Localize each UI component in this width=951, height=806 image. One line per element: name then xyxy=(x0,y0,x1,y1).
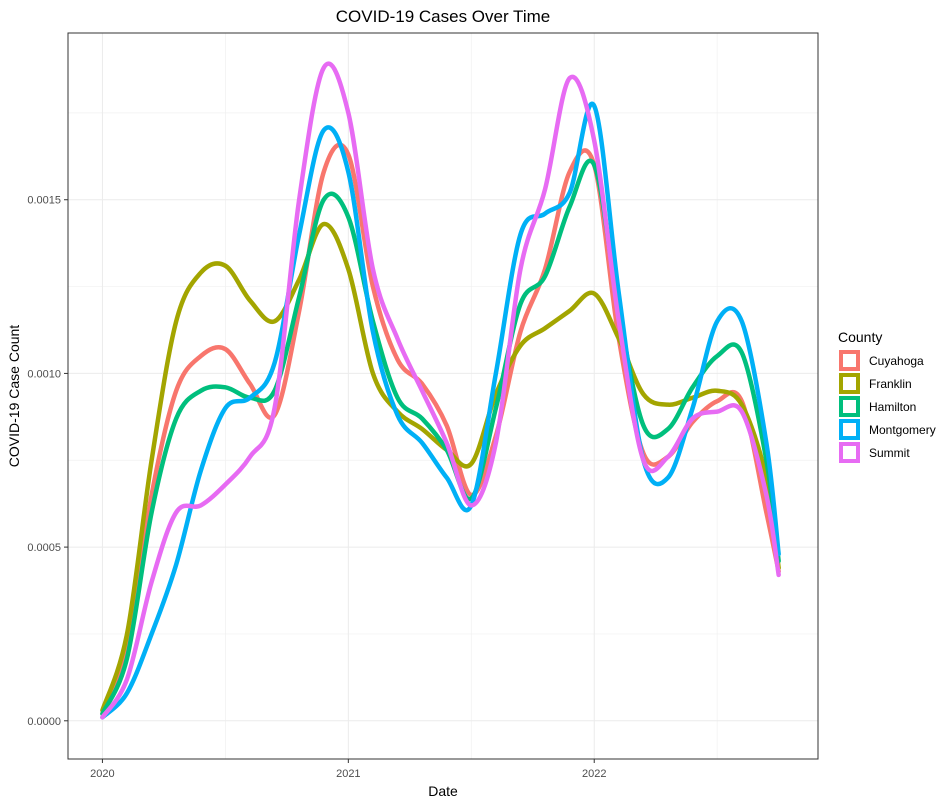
series-line-franklin xyxy=(100,221,781,713)
x-tick-label: 2021 xyxy=(336,768,360,780)
legend-label-montgomery: Montgomery xyxy=(869,423,936,437)
x-axis: 2020 2021 2022 xyxy=(90,759,606,780)
legend-item-hamilton: Hamilton xyxy=(839,396,916,417)
legend-title: County xyxy=(838,329,882,345)
y-tick-label: 0.0005 xyxy=(27,542,61,554)
legend-label-franklin: Franklin xyxy=(869,377,912,391)
y-tick-label: 0.0015 xyxy=(27,195,61,207)
y-axis-title: COVID-19 Case Count xyxy=(6,325,22,468)
legend-key-summit xyxy=(839,442,860,463)
x-axis-title: Date xyxy=(428,783,458,799)
legend-key-montgomery xyxy=(839,419,860,440)
x-tick-label: 2022 xyxy=(582,768,606,780)
legend-label-hamilton: Hamilton xyxy=(869,400,916,414)
legend-item-montgomery: Montgomery xyxy=(839,419,936,440)
legend-item-summit: Summit xyxy=(839,442,910,463)
series-line-summit xyxy=(100,61,781,720)
plot-border xyxy=(67,32,819,760)
legend-items: Cuyahoga Franklin Hamilton Montgomery Summit xyxy=(839,350,936,463)
legend: County Cuyahoga Franklin Hamilton Montgomer… xyxy=(838,329,936,463)
legend-item-cuyahoga: Cuyahoga xyxy=(839,350,924,371)
y-tick-label: 0.0010 xyxy=(27,368,61,380)
y-axis: 0.0000 0.0005 0.0010 0.0015 xyxy=(27,195,68,728)
y-tick-label: 0.0000 xyxy=(27,716,61,728)
legend-item-franklin: Franklin xyxy=(839,373,912,394)
x-tick-label: 2020 xyxy=(90,768,114,780)
legend-key-cuyahoga xyxy=(839,350,860,371)
grid-major xyxy=(68,33,818,759)
chart-title: COVID-19 Cases Over Time xyxy=(336,7,550,26)
series-lines xyxy=(100,61,781,720)
legend-key-franklin xyxy=(839,373,860,394)
grid-minor xyxy=(68,33,818,759)
legend-label-cuyahoga: Cuyahoga xyxy=(869,354,924,368)
legend-label-summit: Summit xyxy=(869,446,910,460)
legend-key-hamilton xyxy=(839,396,860,417)
plot-panel xyxy=(68,33,818,759)
series-line-montgomery xyxy=(100,101,781,720)
